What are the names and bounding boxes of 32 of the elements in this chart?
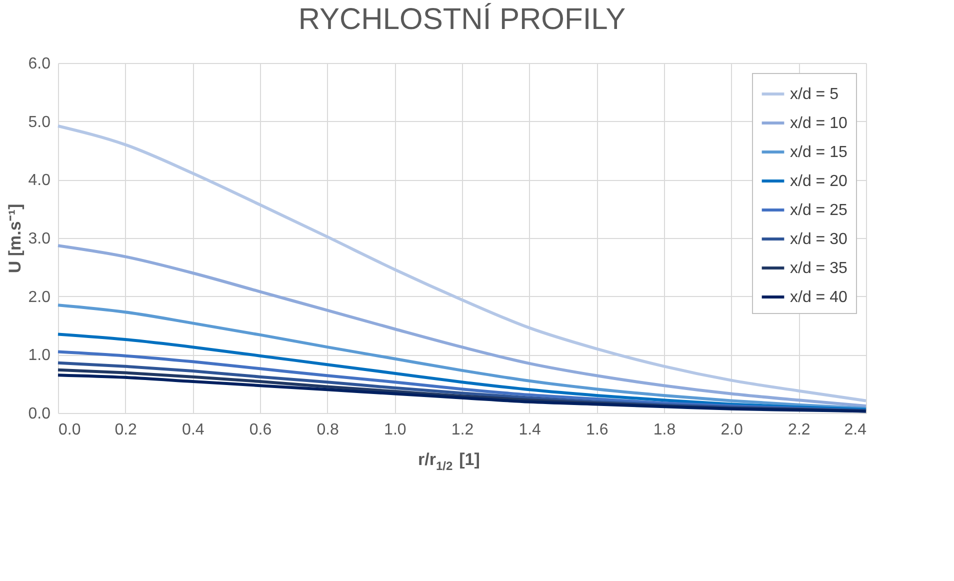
y-axis-title: U [m.s⁻¹]: [5, 204, 24, 274]
x-tick-label: 1.2: [451, 422, 474, 438]
legend-label: x/d = 20: [790, 173, 848, 190]
line-series: [56, 304, 868, 410]
legend-label: x/d = 5: [790, 86, 839, 103]
y-tick-label: 1.0: [28, 347, 51, 364]
y-tick-label: 0.0: [28, 406, 51, 422]
y-tick-label: 5.0: [28, 114, 51, 131]
x-tick-label: 0.0: [58, 422, 81, 438]
legend-label: x/d = 10: [790, 115, 848, 132]
x-tick-label: 0.6: [249, 422, 272, 438]
legend-label: x/d = 35: [790, 260, 848, 277]
chart-title: RYCHLOSTNÍ PROFILY: [298, 2, 626, 36]
x-tick-label: 1.8: [653, 422, 676, 438]
x-tick-label: 1.0: [384, 422, 406, 438]
x-tick-label: 1.4: [518, 422, 542, 438]
y-tick-label: 6.0: [28, 56, 51, 72]
x-tick-label: 2.0: [720, 422, 744, 438]
x-tick-label: 2.4: [844, 422, 867, 438]
legend-label: x/d = 30: [790, 231, 848, 248]
legend-label: x/d = 25: [790, 202, 848, 219]
x-tick-label: 0.2: [114, 422, 138, 438]
legend-label: x/d = 40: [790, 289, 848, 306]
x-tick-label: 0.4: [182, 422, 204, 438]
y-tick-label: 3.0: [28, 230, 51, 248]
y-tick-label: 2.0: [28, 288, 51, 306]
x-tick-label: 1.6: [586, 422, 608, 438]
x-tick-label: 2.2: [788, 422, 810, 438]
x-tick-label: 0.8: [316, 422, 340, 438]
legend-label: x/d = 15: [790, 144, 848, 161]
line-series: [56, 244, 868, 408]
y-tick-label: 4.0: [28, 172, 51, 190]
